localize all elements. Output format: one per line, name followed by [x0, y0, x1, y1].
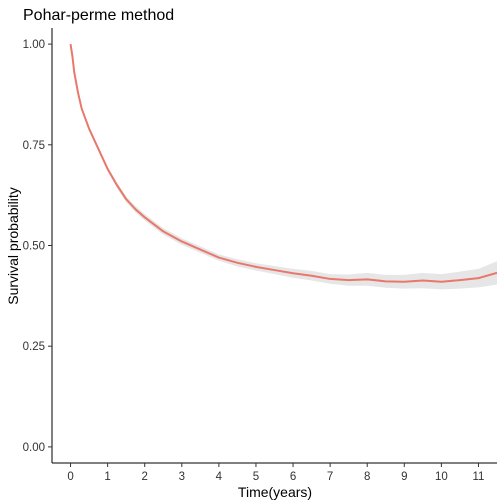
- y-tick-label: 0.00: [23, 442, 45, 454]
- x-tick-label: 6: [290, 471, 296, 483]
- chart-title: Pohar-perme method: [23, 7, 174, 24]
- y-tick-label: 0.25: [23, 341, 45, 353]
- survival-curve: [69, 43, 497, 283]
- plot-area: 0 1 2 3 4 5 6 7 8 9 10 11 0.00 0.25 0.50 0.75 1.00: [23, 28, 497, 483]
- confidence-band: [70, 44, 497, 290]
- y-tick-label: 0.75: [23, 140, 45, 152]
- x-tick-label: 2: [142, 471, 148, 483]
- x-axis-title: Time(years): [238, 484, 312, 500]
- x-tick-label: 0: [67, 471, 73, 483]
- x-tick-label: 10: [435, 471, 448, 483]
- x-tick-label: 7: [327, 471, 333, 483]
- x-tick-label: 9: [401, 471, 407, 483]
- x-tick-label: 3: [179, 471, 185, 483]
- x-tick-label: 11: [472, 471, 484, 483]
- x-tick-label: 1: [104, 471, 110, 483]
- y-tick-label: 1.00: [23, 39, 45, 51]
- x-tick-label: 4: [216, 471, 223, 483]
- x-tick-label: 8: [364, 471, 370, 483]
- y-tick-label: 0.50: [23, 241, 45, 253]
- y-axis-title: Survival probability: [5, 187, 21, 305]
- x-tick-label: 5: [253, 471, 259, 483]
